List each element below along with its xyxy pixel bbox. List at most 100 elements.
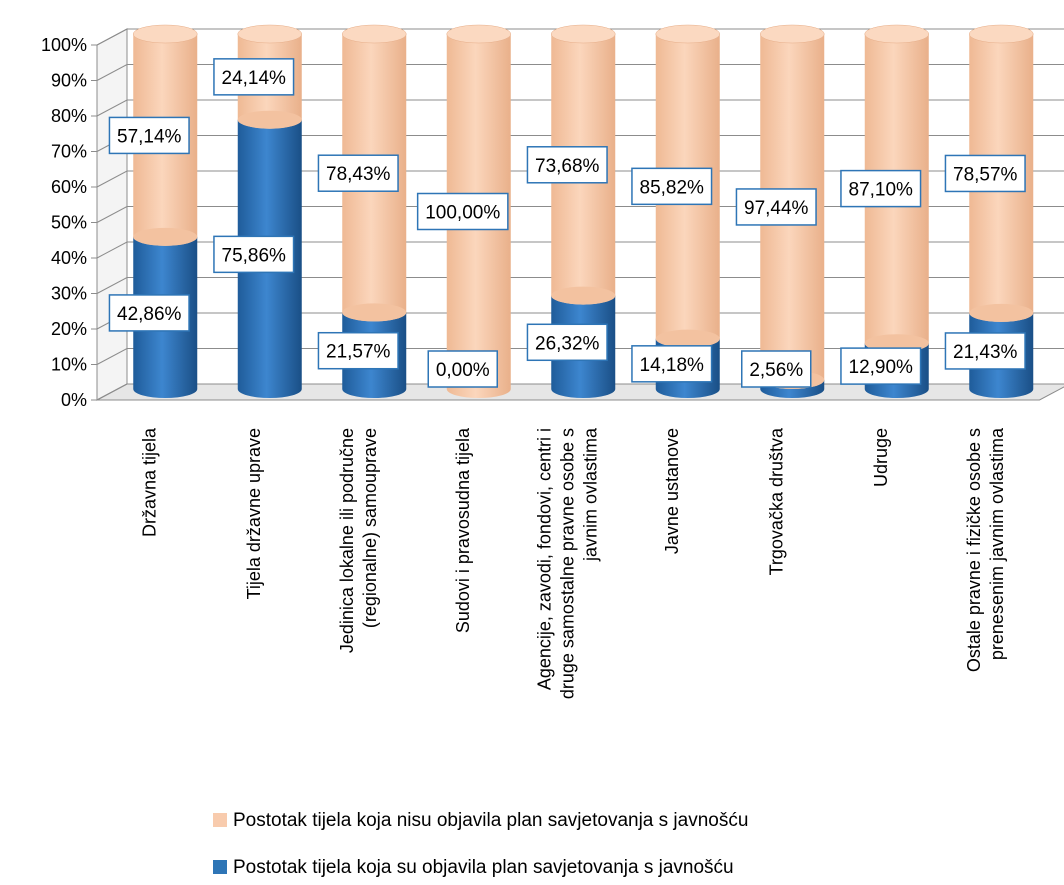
category-label: Državna tijela (139, 427, 159, 537)
bar-segment-boundary (655, 329, 720, 348)
bar-segment-boundary (969, 303, 1034, 322)
data-label-text: 21,43% (953, 342, 1018, 363)
data-label: 73,68% (526, 146, 608, 184)
y-tick-label: 0% (61, 390, 87, 410)
gridline (96, 348, 1064, 365)
data-label: 0,00% (427, 350, 498, 388)
data-label-text: 42,86% (117, 304, 182, 325)
legend-label: Postotak tijela koja su objavila plan sa… (233, 857, 734, 878)
y-tick-label: 80% (51, 106, 87, 126)
bar-stack (864, 24, 929, 398)
bar-cap (864, 24, 929, 44)
data-label-text: 75,86% (222, 245, 287, 266)
data-label-box (213, 58, 295, 96)
data-label-box (741, 350, 812, 388)
legend-swatch (213, 860, 227, 874)
category-label: druge samostalne pravne osobe s (557, 428, 577, 699)
data-label: 2,56% (741, 350, 812, 388)
data-label-text: 87,10% (849, 180, 914, 201)
data-label-text: 57,14% (117, 126, 182, 147)
bar-cap (446, 24, 511, 44)
data-label-box (317, 154, 399, 192)
y-tick-label: 10% (51, 355, 87, 375)
data-label-box (631, 167, 713, 206)
legend-swatch (213, 813, 227, 827)
y-tick-label: 20% (51, 319, 87, 339)
data-label-text: 97,44% (744, 198, 809, 219)
category-label: Udruge (871, 428, 891, 487)
data-label-text: 73,68% (535, 156, 600, 177)
bar-cap (969, 24, 1034, 44)
bar-stack (655, 24, 720, 398)
bar-cap (237, 24, 302, 44)
data-label-box (840, 347, 922, 385)
category-label: Ostale pravne i fizičke osobe s (964, 428, 984, 672)
legend-label: Postotak tijela koja nisu objavila plan … (233, 810, 748, 831)
data-label-text: 2,56% (749, 360, 803, 381)
data-label-box (944, 154, 1026, 193)
y-tick-label: 50% (51, 213, 87, 233)
bars (133, 24, 1034, 399)
category-label: Trgovačka društva (766, 427, 786, 575)
y-tick-label: 90% (51, 71, 87, 91)
bar-cap (133, 24, 198, 44)
y-tick-label: 40% (51, 248, 87, 268)
bar-segment-boundary (551, 286, 616, 305)
gridline (96, 277, 1064, 294)
bar-cap (760, 24, 825, 44)
y-tick-label: 100% (41, 35, 87, 55)
data-label-box (526, 323, 608, 362)
data-label-box (108, 116, 190, 155)
y-tick-label: 60% (51, 177, 87, 197)
data-label: 14,18% (631, 345, 713, 383)
data-label: 85,82% (631, 167, 713, 206)
data-label: 26,32% (526, 323, 608, 362)
data-label: 21,43% (944, 332, 1026, 370)
data-label-box (840, 169, 922, 208)
data-label-box (526, 146, 608, 184)
bar-cap (655, 24, 720, 44)
data-label: 42,86% (108, 294, 190, 332)
data-label-box (944, 332, 1026, 370)
data-labels: 57,14% 42,86% 24,14% 75,86% 78,43% 21,57% 100,… (108, 58, 1026, 388)
data-label-text: 78,43% (326, 164, 391, 185)
data-label: 24,14% (213, 58, 295, 96)
data-label-text: 0,00% (436, 360, 490, 381)
category-label: Agencije, zavodi, fondovi, centri i (534, 428, 554, 690)
category-label: javnim ovlastima (580, 427, 600, 562)
category-label: (regionalne) samouprave (360, 428, 380, 628)
x-axis-labels: Državna tijela Tijela državne uprave Jedin… (139, 427, 1007, 699)
category-label: Sudovi i pravosudna tijela (453, 427, 473, 633)
gridline (96, 64, 1064, 81)
data-label-box (416, 192, 509, 231)
category-label: Jedinica lokalne ili područne (337, 428, 357, 653)
bar-segment-boundary (342, 303, 407, 322)
data-label-box (631, 345, 713, 383)
gridline (96, 28, 1064, 46)
data-label-text: 26,32% (535, 333, 600, 354)
data-label-box (427, 350, 498, 388)
data-label-box (317, 331, 399, 370)
data-label-text: 100,00% (425, 203, 500, 224)
data-label: 78,57% (944, 154, 1026, 193)
data-label: 78,43% (317, 154, 399, 192)
data-label-box (213, 235, 295, 274)
data-label: 75,86% (213, 235, 295, 274)
bar-segment-boundary (237, 110, 302, 129)
data-label-text: 85,82% (640, 177, 705, 198)
category-label: Tijela državne uprave (244, 428, 264, 599)
data-label-text: 21,57% (326, 342, 391, 363)
data-label: 12,90% (840, 347, 922, 385)
category-label: prenesenim javnim ovlastima (987, 427, 1007, 660)
data-label-box (735, 188, 817, 226)
data-label-text: 14,18% (640, 355, 705, 376)
data-label-box (108, 294, 190, 332)
gridline (96, 170, 1064, 188)
gridline (96, 241, 1064, 259)
data-label-text: 78,57% (953, 164, 1018, 185)
data-label-text: 24,14% (222, 68, 287, 89)
data-label: 87,10% (840, 169, 922, 208)
legend: Postotak tijela koja nisu objavila plan … (213, 810, 748, 878)
bar-cap (551, 24, 616, 44)
